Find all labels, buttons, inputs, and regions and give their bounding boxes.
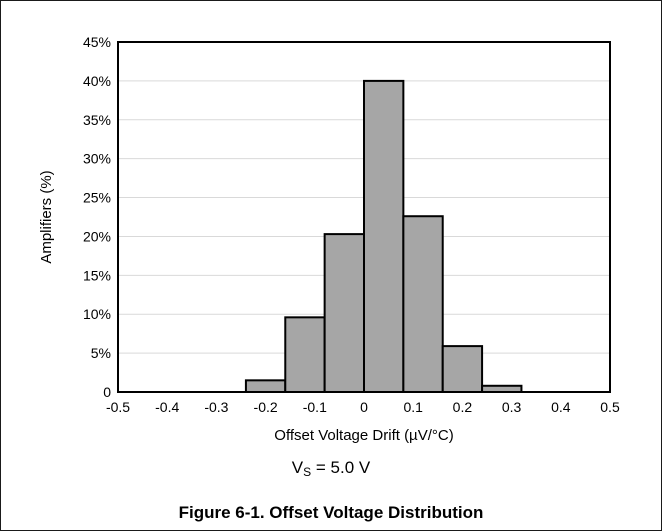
x-tick-label: 0.3	[502, 399, 522, 415]
histogram-bar	[244, 379, 287, 394]
y-tick-label: 35%	[83, 112, 111, 128]
y-tick-label: 20%	[83, 228, 111, 244]
histogram-bar	[402, 215, 444, 393]
x-tick-label: 0.4	[551, 399, 571, 415]
histogram-bar	[284, 316, 326, 394]
y-tick-label: 25%	[83, 190, 111, 206]
y-tick-label: 40%	[83, 73, 111, 89]
y-tick-label: 15%	[83, 267, 111, 283]
x-tick-label: 0.2	[453, 399, 473, 415]
histogram-bar	[441, 345, 484, 394]
x-tick-label: -0.3	[204, 399, 228, 415]
y-tick-label: 5%	[91, 345, 111, 361]
x-tick-label: -0.5	[106, 399, 130, 415]
y-tick-label: 0	[103, 384, 111, 400]
x-tick-label: 0.5	[600, 399, 620, 415]
plot-area-border	[117, 41, 611, 393]
x-tick-label: 0.1	[403, 399, 423, 415]
test-condition-label: VS = 5.0 V	[291, 458, 371, 479]
x-tick-label: -0.1	[303, 399, 327, 415]
y-tick-label: 45%	[83, 34, 111, 50]
histogram-bar	[323, 233, 366, 393]
histogram-bar	[363, 79, 405, 393]
x-tick-label: -0.4	[155, 399, 179, 415]
bars	[244, 79, 523, 394]
figure-caption: Figure 6-1. Offset Voltage Distribution	[178, 503, 484, 522]
y-axis-title: Amplifiers (%)	[38, 170, 55, 263]
x-tick-label: -0.2	[254, 399, 278, 415]
x-tick-label: 0	[360, 399, 368, 415]
y-tick-label: 30%	[83, 151, 111, 167]
x-axis-title: Offset Voltage Drift (µV/°C)	[274, 427, 453, 444]
tick-labels: 0 5% 10% 15% 20% 25% 30% 35% 40% 45% -0.5 -0.4 -0.3 -…	[83, 34, 620, 415]
y-tick-label: 10%	[83, 306, 111, 322]
